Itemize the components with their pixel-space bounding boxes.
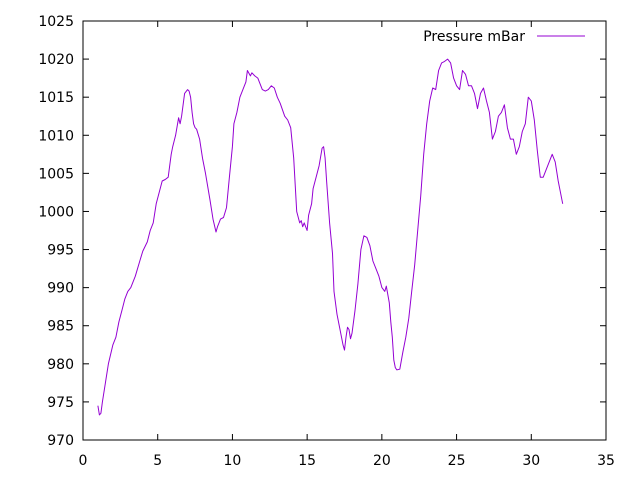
x-axis: 0 5 10 15 20 25 30 35: [79, 21, 615, 469]
x-tick-label: 15: [298, 453, 316, 469]
y-tick-label: 980: [47, 357, 74, 373]
x-tick-label: 0: [79, 453, 88, 469]
y-tick-label: 1025: [38, 14, 74, 30]
y-tick-label: 970: [47, 433, 74, 449]
x-tick-label: 35: [597, 453, 615, 469]
y-tick-label: 995: [47, 243, 74, 259]
y-tick-label: 1020: [38, 52, 74, 68]
x-tick-label: 20: [373, 453, 391, 469]
y-tick-label: 975: [47, 395, 74, 411]
x-tick-label: 5: [153, 453, 162, 469]
x-tick-label: 10: [224, 453, 242, 469]
y-tick-label: 985: [47, 319, 74, 335]
y-tick-label: 1010: [38, 128, 74, 144]
y-tick-label: 990: [47, 281, 74, 297]
x-tick-label: 30: [522, 453, 540, 469]
y-tick-label: 1005: [38, 166, 74, 182]
series-line: [97, 58, 564, 416]
y-axis: 970 975 980 985 990 995 1000 1005 1010 1015 1020 10…: [38, 14, 606, 449]
plot-frame: [82, 20, 607, 441]
y-tick-label: 1015: [38, 90, 74, 106]
series-layer: [97, 58, 564, 416]
legend: Pressure mBar: [423, 29, 585, 45]
legend-label: Pressure mBar: [423, 29, 525, 45]
y-tick-label: 1000: [38, 204, 74, 220]
x-tick-label: 25: [448, 453, 466, 469]
